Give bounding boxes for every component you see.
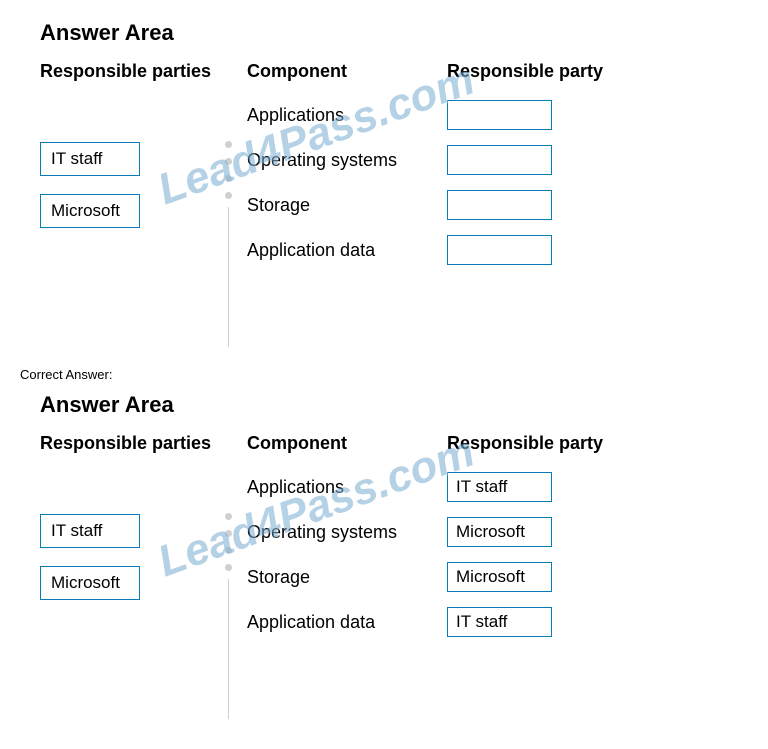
dot-icon: [225, 158, 232, 165]
divider-dots: [225, 513, 232, 571]
component-label: Applications: [247, 477, 447, 498]
drop-target-appdata[interactable]: [447, 235, 552, 265]
vertical-line: [228, 207, 229, 347]
component-row: Applications: [247, 100, 748, 130]
question-section: Answer Area Responsible parties IT staff…: [20, 20, 748, 347]
layout-container: Responsible parties IT staff Microsoft C…: [20, 433, 748, 719]
component-row: Application data IT staff: [247, 607, 748, 637]
layout-container: Responsible parties IT staff Microsoft C…: [20, 61, 748, 347]
dot-icon: [225, 564, 232, 571]
component-label: Application data: [247, 612, 447, 633]
dot-icon: [225, 530, 232, 537]
drop-target-os[interactable]: Microsoft: [447, 517, 552, 547]
component-label: Operating systems: [247, 150, 447, 171]
component-label: Application data: [247, 240, 447, 261]
correct-answer-label: Correct Answer:: [20, 367, 748, 382]
responsible-parties-column: Responsible parties IT staff Microsoft: [40, 433, 220, 618]
party-option-it-staff[interactable]: IT staff: [40, 514, 140, 548]
responsible-party-heading: Responsible party: [447, 433, 603, 454]
party-option-it-staff[interactable]: IT staff: [40, 142, 140, 176]
component-heading: Component: [247, 433, 447, 454]
component-row: Operating systems: [247, 145, 748, 175]
component-row: Applications IT staff: [247, 472, 748, 502]
party-option-microsoft[interactable]: Microsoft: [40, 194, 140, 228]
dot-icon: [225, 141, 232, 148]
dot-icon: [225, 513, 232, 520]
answer-area-title: Answer Area: [40, 20, 748, 46]
dot-icon: [225, 175, 232, 182]
component-label: Operating systems: [247, 522, 447, 543]
drop-target-appdata[interactable]: IT staff: [447, 607, 552, 637]
vertical-line: [228, 579, 229, 719]
drop-target-storage[interactable]: [447, 190, 552, 220]
header-row: Component Responsible party: [247, 433, 748, 454]
component-label: Applications: [247, 105, 447, 126]
component-column: Component Responsible party Applications…: [247, 433, 748, 652]
component-row: Application data: [247, 235, 748, 265]
divider: [220, 433, 247, 719]
drop-target-storage[interactable]: Microsoft: [447, 562, 552, 592]
responsible-parties-heading: Responsible parties: [40, 433, 220, 454]
component-column: Component Responsible party Applications…: [247, 61, 748, 280]
responsible-parties-column: Responsible parties IT staff Microsoft: [40, 61, 220, 246]
responsible-party-heading: Responsible party: [447, 61, 603, 82]
component-heading: Component: [247, 61, 447, 82]
component-row: Storage Microsoft: [247, 562, 748, 592]
answer-area-title: Answer Area: [40, 392, 748, 418]
dot-icon: [225, 192, 232, 199]
drop-target-applications[interactable]: [447, 100, 552, 130]
component-row: Operating systems Microsoft: [247, 517, 748, 547]
component-label: Storage: [247, 195, 447, 216]
component-row: Storage: [247, 190, 748, 220]
divider-dots: [225, 141, 232, 199]
drop-target-applications[interactable]: IT staff: [447, 472, 552, 502]
header-row: Component Responsible party: [247, 61, 748, 82]
dot-icon: [225, 547, 232, 554]
party-option-microsoft[interactable]: Microsoft: [40, 566, 140, 600]
answer-section: Answer Area Responsible parties IT staff…: [20, 392, 748, 719]
divider: [220, 61, 247, 347]
component-label: Storage: [247, 567, 447, 588]
drop-target-os[interactable]: [447, 145, 552, 175]
responsible-parties-heading: Responsible parties: [40, 61, 220, 82]
